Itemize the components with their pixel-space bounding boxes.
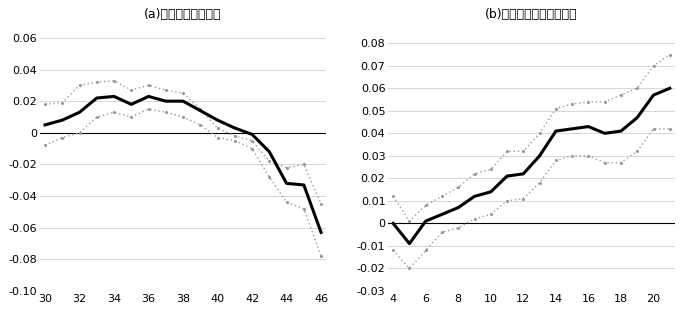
Title: (b)　従業員平均勤続年数: (b) 従業員平均勤続年数 <box>485 8 578 21</box>
Title: (a)　従業員平均年齢: (a) 従業員平均年齢 <box>144 8 222 21</box>
